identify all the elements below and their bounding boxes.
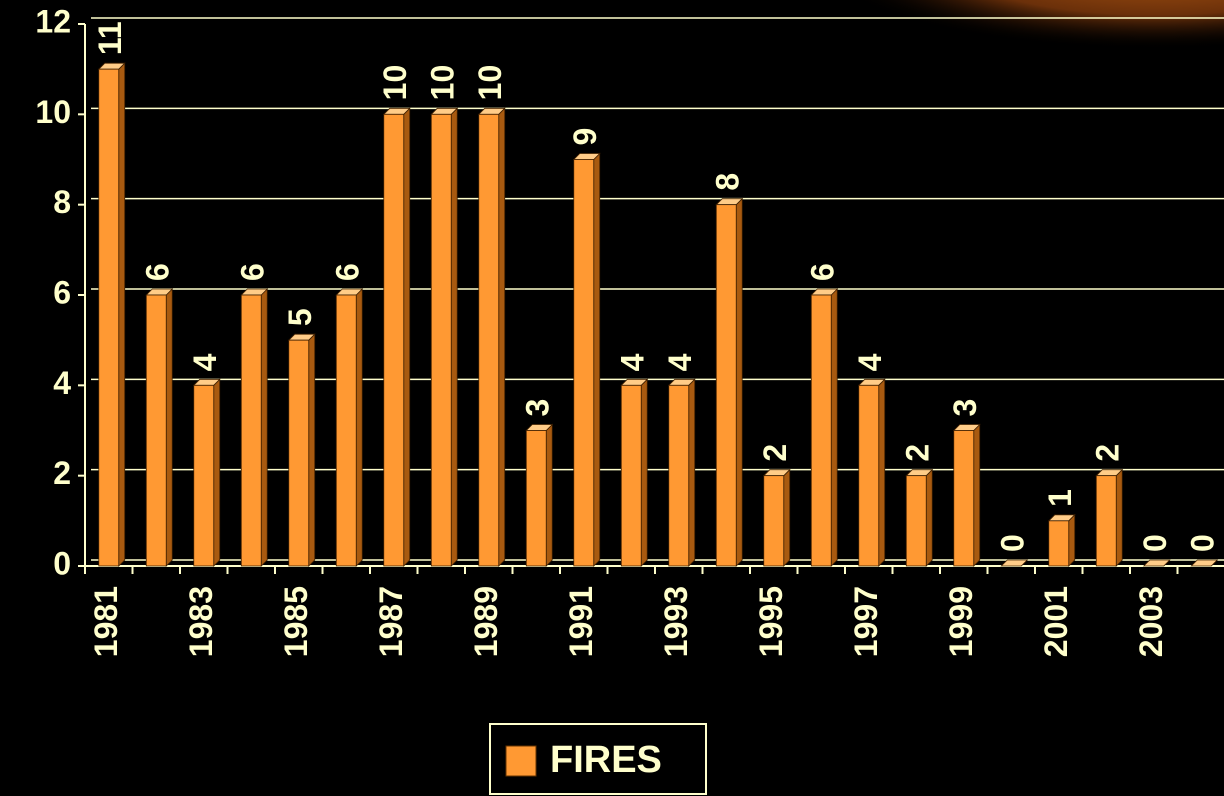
bar-side xyxy=(545,423,553,567)
bar-top xyxy=(1000,559,1029,567)
y-tick-label: 10 xyxy=(35,94,71,130)
bar xyxy=(383,113,405,567)
value-label: 2 xyxy=(1090,444,1126,462)
value-label: 4 xyxy=(662,353,698,371)
y-tick-label: 6 xyxy=(53,274,71,310)
bar-side xyxy=(213,378,221,567)
bar xyxy=(240,294,262,567)
y-tick-label: 0 xyxy=(53,545,71,581)
y-tick-label: 4 xyxy=(53,365,71,401)
bar-side xyxy=(735,197,743,567)
value-label: 5 xyxy=(282,308,318,326)
y-tick-label: 8 xyxy=(53,184,71,220)
bar-top xyxy=(1190,559,1219,567)
bar-side xyxy=(118,62,126,567)
bar-side xyxy=(355,288,363,567)
value-label: 1 xyxy=(1042,489,1078,507)
value-label: 6 xyxy=(330,263,366,281)
x-tick-label: 1995 xyxy=(753,586,789,657)
bar xyxy=(98,68,120,567)
bar-side xyxy=(973,423,981,567)
value-label: 0 xyxy=(1137,534,1173,552)
bar-side xyxy=(640,378,648,567)
x-tick-label: 1989 xyxy=(468,586,504,657)
value-label: 8 xyxy=(710,173,746,191)
decor-glow xyxy=(820,0,1224,62)
bar-side xyxy=(1068,513,1076,567)
x-tick-label: 1981 xyxy=(88,586,124,657)
value-label: 6 xyxy=(235,263,271,281)
bar xyxy=(905,475,927,567)
value-label: 4 xyxy=(615,353,651,371)
value-label: 3 xyxy=(520,399,556,417)
bar xyxy=(1095,475,1117,567)
bar-side xyxy=(925,468,933,567)
bar xyxy=(430,113,452,567)
bar xyxy=(858,384,880,567)
bar xyxy=(763,475,785,567)
bar xyxy=(810,294,832,567)
bar-side xyxy=(165,288,173,567)
value-label: 10 xyxy=(377,65,413,101)
x-tick-label: 1985 xyxy=(278,586,314,657)
bar xyxy=(145,294,167,567)
y-tick-label: 2 xyxy=(53,455,71,491)
bar-side xyxy=(688,378,696,567)
value-label: 3 xyxy=(947,399,983,417)
x-tick-label: 1987 xyxy=(373,586,409,657)
value-label: 0 xyxy=(995,534,1031,552)
bar-side xyxy=(783,468,791,567)
value-label: 4 xyxy=(187,353,223,371)
bar xyxy=(193,384,215,567)
bar-side xyxy=(450,107,458,567)
bar-side xyxy=(830,288,838,567)
bar-side xyxy=(403,107,411,567)
bar-side xyxy=(498,107,506,567)
x-tick-label: 2001 xyxy=(1038,586,1074,657)
bar xyxy=(1048,520,1070,567)
x-tick-label: 1993 xyxy=(658,586,694,657)
bar xyxy=(953,430,975,567)
x-tick-label: 1997 xyxy=(848,586,884,657)
bar xyxy=(288,339,310,567)
value-label: 11 xyxy=(92,21,128,55)
legend-swatch xyxy=(505,745,537,777)
x-tick-label: 1983 xyxy=(183,586,219,657)
value-label: 6 xyxy=(805,263,841,281)
bar-side xyxy=(308,333,316,567)
value-label: 2 xyxy=(900,444,936,462)
value-label: 0 xyxy=(1185,534,1221,552)
value-label: 10 xyxy=(425,65,461,101)
legend-label: FIRES xyxy=(550,739,662,781)
value-label: 10 xyxy=(472,65,508,101)
x-tick-label: 1999 xyxy=(943,586,979,657)
bar xyxy=(668,384,690,567)
x-tick-label: 2003 xyxy=(1133,586,1169,657)
x-tick-label: 1991 xyxy=(563,586,599,657)
value-label: 6 xyxy=(140,263,176,281)
bar xyxy=(335,294,357,567)
bar xyxy=(620,384,642,567)
value-label: 4 xyxy=(852,353,888,371)
bar xyxy=(525,430,547,567)
bar-top xyxy=(1142,559,1171,567)
bar-side xyxy=(593,152,601,567)
value-label: 2 xyxy=(757,444,793,462)
bar-side xyxy=(260,288,268,567)
value-label: 9 xyxy=(567,128,603,146)
bar-side xyxy=(1115,468,1123,567)
y-tick-label: 12 xyxy=(35,3,71,39)
bar xyxy=(573,159,595,567)
bar-side xyxy=(878,378,886,567)
bar xyxy=(715,204,737,567)
bar xyxy=(478,113,500,567)
